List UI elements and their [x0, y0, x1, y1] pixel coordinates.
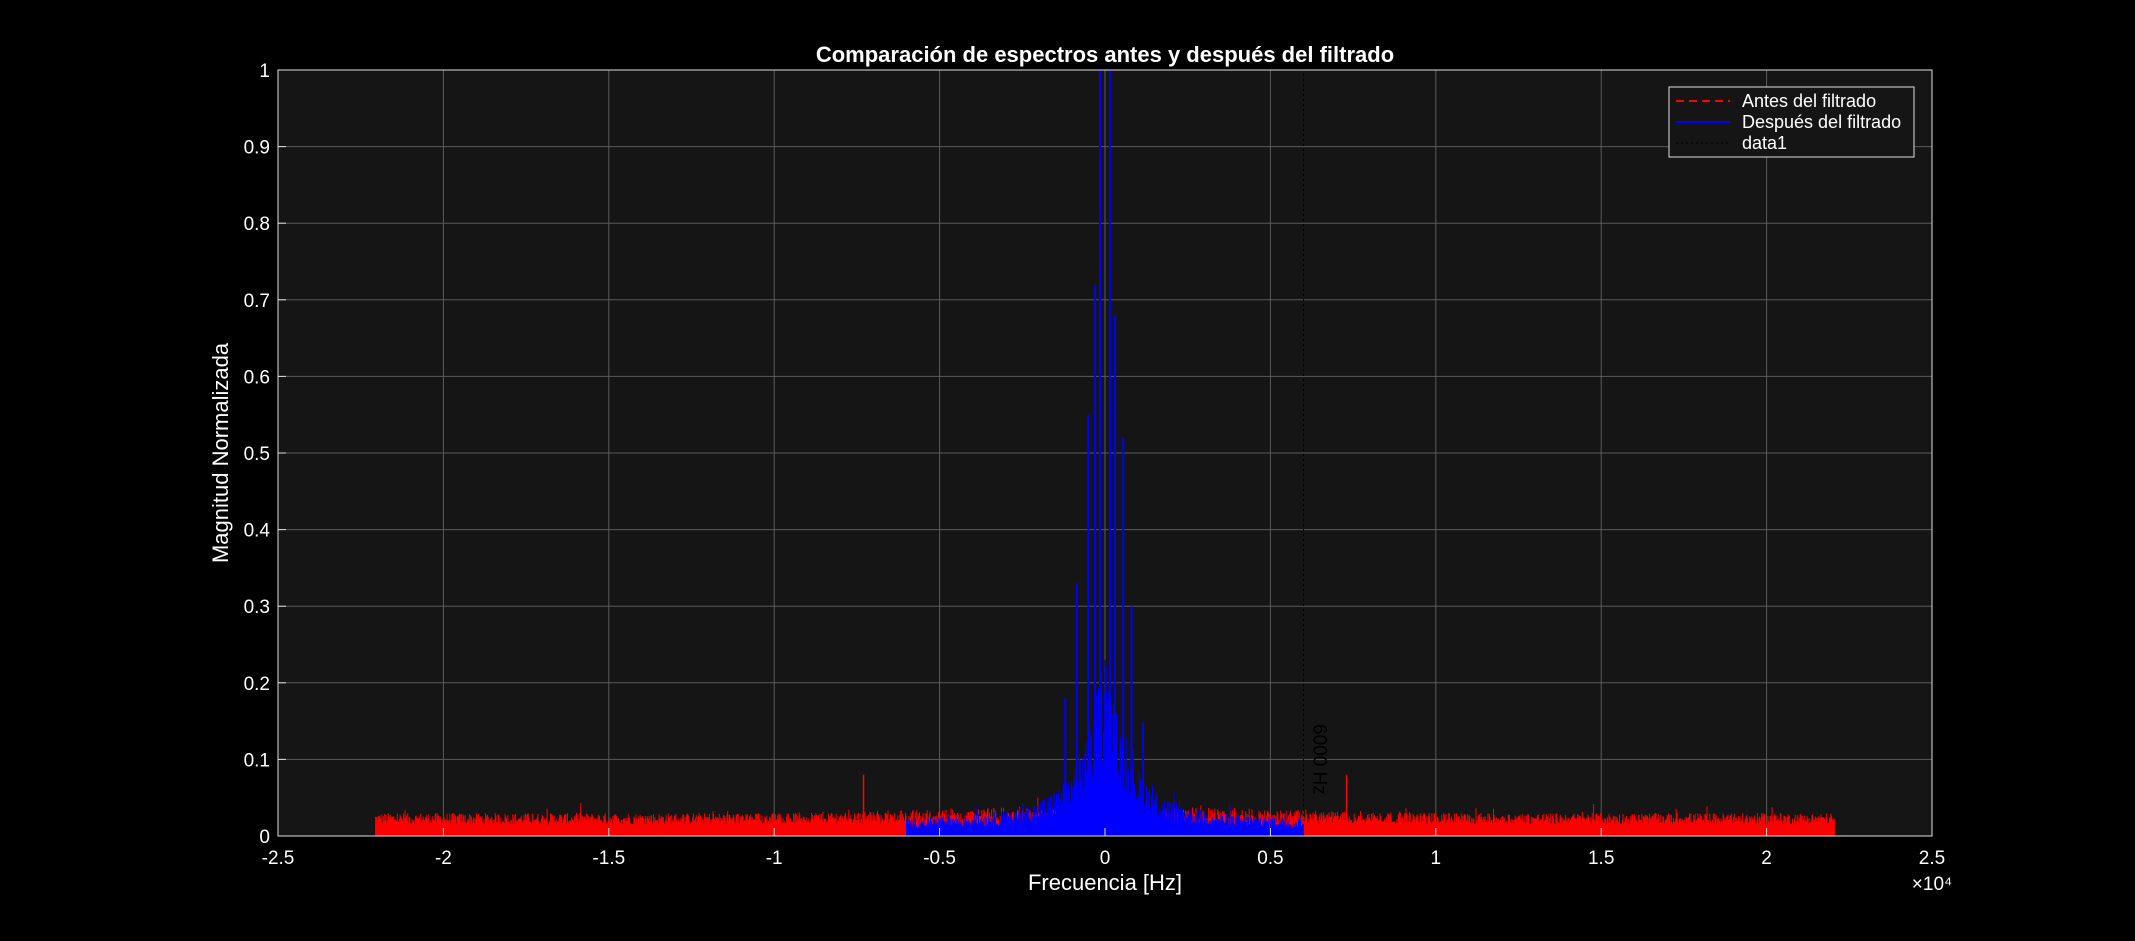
chart-title: Comparación de espectros antes y después… [816, 42, 1394, 67]
x-tick-label: -1 [766, 848, 783, 869]
y-tick-label: 0.1 [244, 750, 270, 771]
x-tick-label: -2.5 [262, 848, 295, 869]
cutoff-annotation: 6000 Hz [1308, 724, 1329, 795]
x-axis-label: Frecuencia [Hz] [1028, 870, 1182, 895]
y-tick-label: 0 [259, 827, 270, 848]
x-tick-label: 1.5 [1588, 848, 1614, 869]
x-tick-label: 0.5 [1257, 848, 1283, 869]
x-tick-label: -2 [435, 848, 452, 869]
y-tick-label: 0.9 [244, 138, 270, 159]
series-layer [375, 70, 1835, 836]
x-tick-label: 2 [1761, 848, 1772, 869]
y-tick-label: 0.3 [244, 597, 270, 618]
y-tick-label: 0.5 [244, 444, 270, 465]
x-tick-label: 1 [1431, 848, 1442, 869]
y-tick-label: 0.7 [244, 291, 270, 312]
legend-label-antes: Antes del filtrado [1742, 91, 1876, 111]
y-tick-label: 1 [259, 61, 270, 82]
y-tick-label: 0.2 [244, 674, 270, 695]
series-despues-del-filtrado [906, 659, 1304, 836]
y-tick-label: 0.6 [244, 367, 270, 388]
y-tick-label: 0.4 [244, 521, 271, 542]
legend-label-despues: Después del filtrado [1742, 112, 1901, 132]
x-exponent-label: ×10⁴ [1912, 874, 1952, 895]
legend-label-data1: data1 [1742, 133, 1787, 153]
x-tick-label: -1.5 [592, 848, 625, 869]
ticks: -2.5 -2 -1.5 -1 -0.5 0 0.5 1 1.5 2 2.5 0 0.1 0.2 0.3 0.… [244, 61, 1946, 869]
legend: Antes del filtrado Después del filtrado … [1668, 86, 1915, 158]
x-tick-label: -0.5 [923, 848, 956, 869]
x-tick-label: 0 [1100, 848, 1111, 869]
y-axis-label: Magnitud Normalizada [208, 342, 233, 563]
x-tick-label: 2.5 [1919, 848, 1945, 869]
y-tick-label: 0.8 [244, 214, 270, 235]
